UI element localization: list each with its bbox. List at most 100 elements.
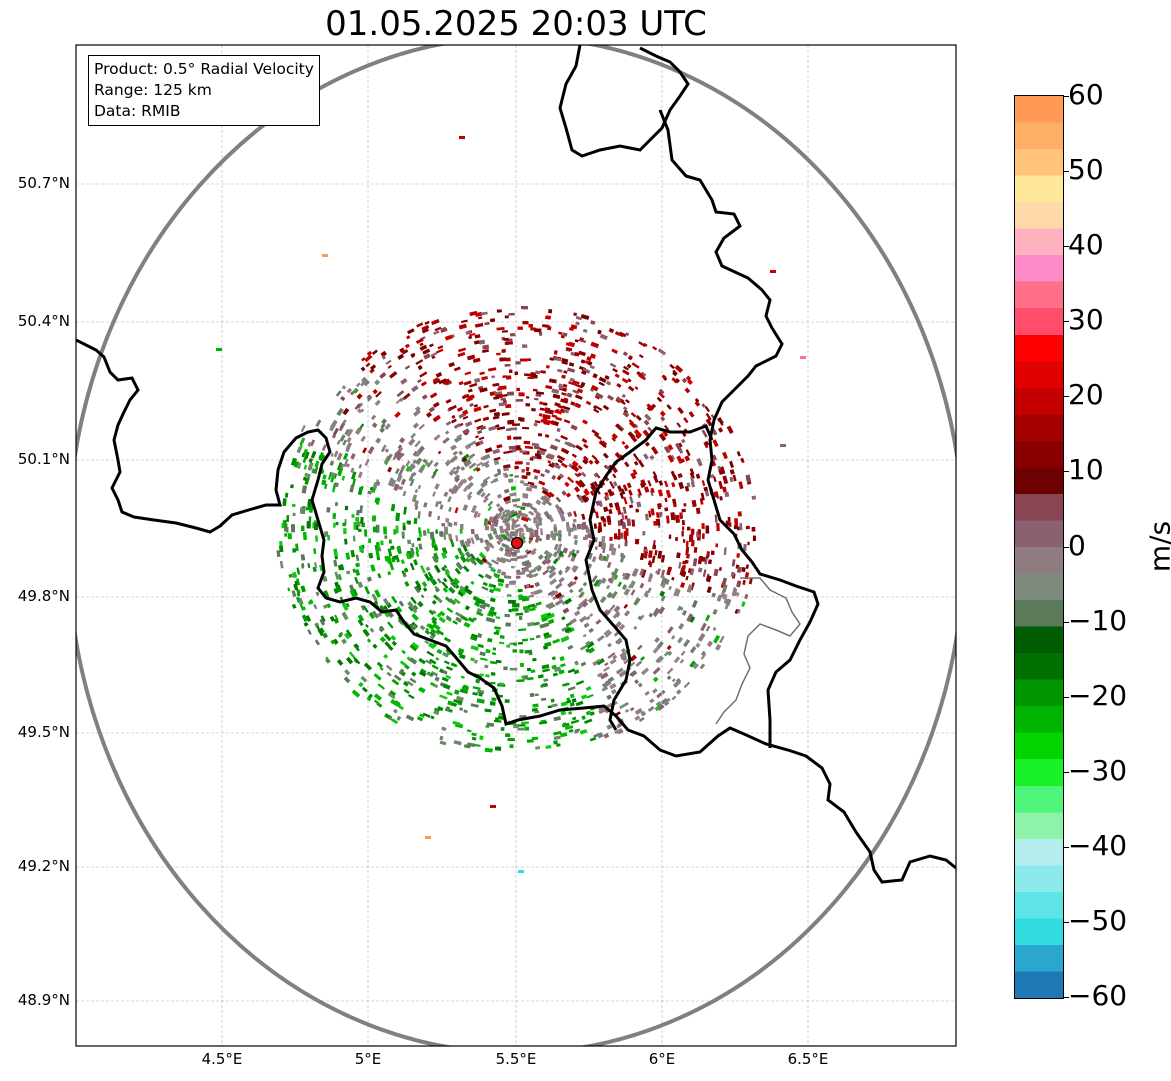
- echo-gate: [462, 544, 468, 552]
- echo-gate: [597, 733, 604, 739]
- echo-gate: [448, 488, 454, 493]
- echo-gate: [611, 348, 618, 354]
- echo-gate: [620, 532, 624, 539]
- echo-gate: [432, 377, 439, 383]
- echo-gate: [439, 531, 443, 537]
- echo-gate: [598, 708, 607, 715]
- echo-gate: [752, 535, 756, 541]
- echo-gate: [491, 697, 497, 702]
- echo-gate: [525, 583, 530, 588]
- echo-gate: [623, 496, 628, 505]
- info-product: Product: 0.5° Radial Velocity: [94, 60, 314, 78]
- echo-gate: [408, 623, 416, 631]
- echo-gate: [662, 582, 666, 589]
- echo-gate: [286, 526, 289, 533]
- echo-gate: [634, 708, 643, 716]
- echo-gate: [455, 465, 461, 471]
- echo-gate: [308, 458, 313, 463]
- echo-gate: [485, 649, 491, 654]
- echo-gate: [505, 509, 511, 514]
- echo-gate: [441, 726, 447, 731]
- echo-gate: [361, 376, 367, 383]
- echo-gate: [474, 601, 480, 607]
- echo-gate: [689, 615, 696, 623]
- echo-gate: [406, 335, 411, 340]
- echo-gate: [331, 488, 336, 493]
- echo-gate: [299, 438, 305, 446]
- echo-gate: [439, 694, 448, 700]
- echo-gate: [461, 685, 469, 691]
- echo-gate: [745, 564, 749, 569]
- echo-gate: [514, 523, 519, 529]
- echo-gate: [472, 357, 481, 363]
- echo-gate: [621, 441, 626, 445]
- echo-gate: [516, 514, 521, 519]
- echo-gate: [571, 460, 579, 467]
- echo-gate: [458, 381, 464, 386]
- echo-gate: [528, 568, 537, 575]
- echo-gate: [402, 392, 411, 401]
- echo-gate: [542, 402, 548, 406]
- echo-gate: [386, 453, 393, 462]
- echo-gate: [518, 594, 523, 598]
- echo-gate: [541, 486, 549, 493]
- echo-gate: [279, 560, 284, 569]
- echo-gate: [460, 615, 469, 622]
- echo-gate: [448, 586, 456, 594]
- echo-gate: [666, 675, 672, 680]
- echo-gate: [573, 535, 578, 539]
- echo-gate: [506, 435, 512, 440]
- echo-gate: [560, 710, 566, 716]
- echo-gate: [566, 392, 573, 398]
- echo-gate: [568, 381, 577, 386]
- echo-gate: [638, 373, 646, 381]
- echo-gate: [569, 327, 574, 331]
- echo-gate: [586, 641, 595, 649]
- echo-gate: [357, 528, 362, 532]
- echo-gate: [645, 513, 649, 521]
- echo-gate: [489, 408, 497, 413]
- echo-gate: [417, 601, 424, 608]
- echo-gate: [432, 401, 440, 408]
- echo-gate: [341, 638, 347, 645]
- echo-gate: [715, 643, 722, 651]
- echo-gate: [630, 472, 637, 480]
- echo-gate: [475, 467, 481, 472]
- echo-gate: [496, 503, 501, 508]
- echo-gate: [432, 414, 441, 423]
- echo-gate: [497, 506, 504, 512]
- colorbar-tick-mark: [1063, 621, 1069, 623]
- echo-gate: [468, 462, 477, 469]
- echo-gate: [351, 388, 358, 396]
- echo-gate: [582, 458, 589, 465]
- echo-gate: [457, 479, 466, 487]
- echo-gate: [504, 315, 509, 319]
- echo-gate: [493, 477, 499, 483]
- echo-gate: [436, 648, 443, 655]
- echo-gate: [463, 458, 472, 466]
- echo-gate: [655, 701, 662, 708]
- echo-gate: [499, 525, 505, 534]
- echo-gate: [497, 582, 504, 587]
- echo-gate: [433, 461, 439, 468]
- echo-gate: [360, 517, 364, 524]
- echo-gate: [612, 481, 618, 487]
- echo-gate: [672, 498, 677, 504]
- echo-gate: [652, 346, 658, 351]
- echo-gate: [607, 676, 615, 683]
- echo-gate: [464, 605, 470, 611]
- echo-gate: [403, 688, 410, 694]
- echo-gate: [532, 708, 538, 712]
- echo-gate: [631, 519, 636, 527]
- echo-gate: [605, 553, 610, 562]
- echo-gate: [496, 309, 502, 313]
- echo-gate: [710, 414, 715, 419]
- echo-gate: [291, 524, 295, 533]
- echo-gate: [605, 631, 613, 638]
- echo-gate: [433, 710, 440, 716]
- echo-gate: [312, 451, 317, 456]
- echo-gate: [372, 526, 377, 533]
- echo-gate: [435, 372, 443, 378]
- echo-gate: [437, 345, 444, 350]
